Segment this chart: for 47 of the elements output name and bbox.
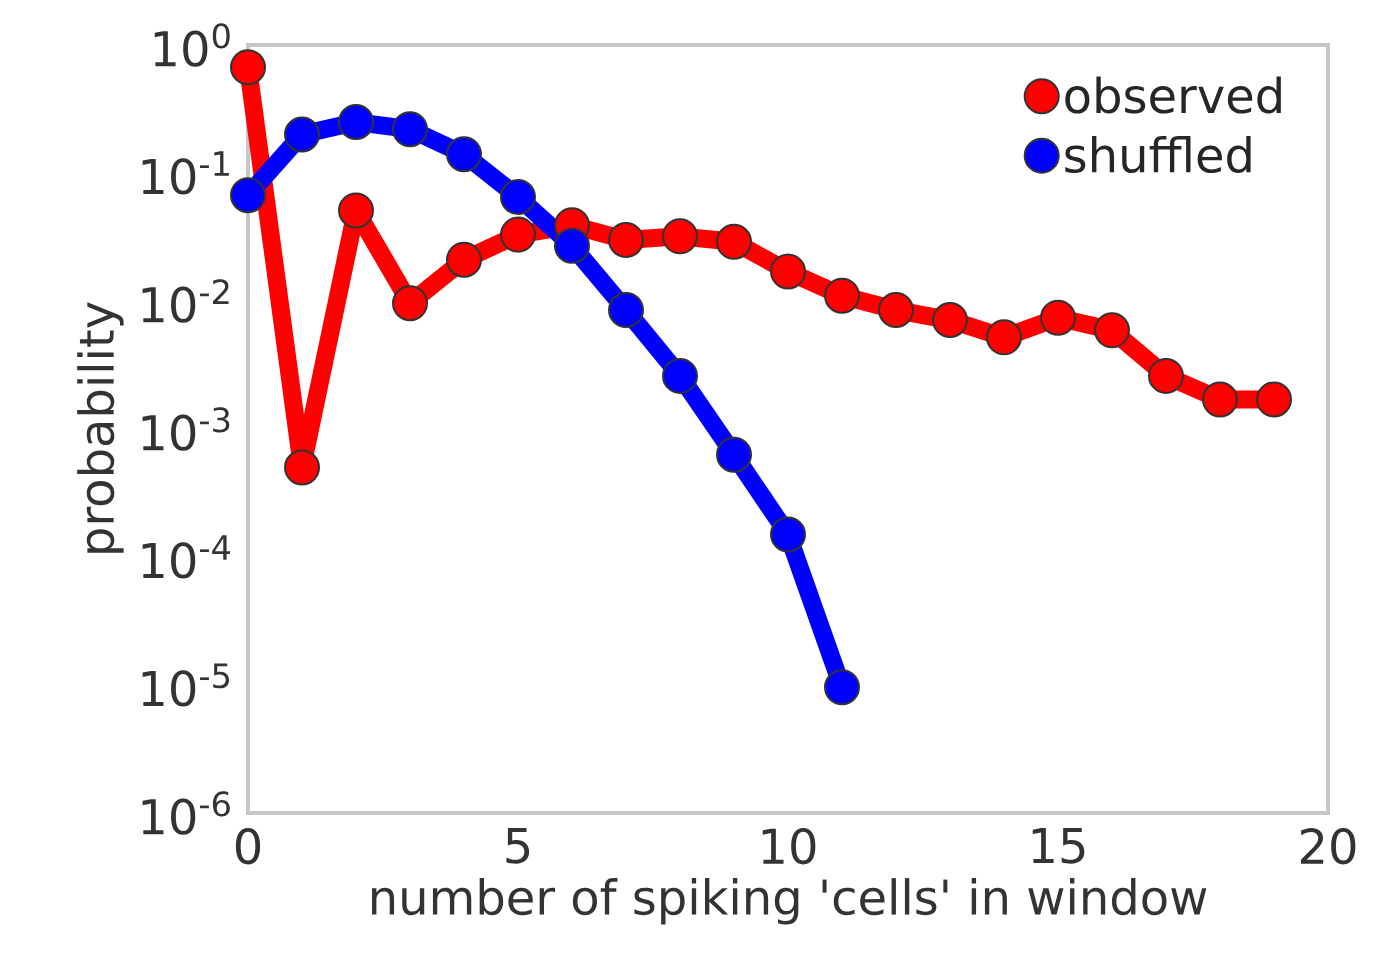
point [500, 216, 536, 253]
point [878, 292, 915, 329]
point [1094, 312, 1131, 349]
point [770, 253, 806, 290]
point [500, 178, 536, 215]
point [446, 136, 483, 173]
y-tick-label: 10$^{-2}$ [142, 279, 229, 323]
point [770, 516, 806, 553]
x-axis-title: number of spiking 'cells' in window [372, 878, 1207, 925]
legend-label: shuffled [1065, 135, 1251, 174]
point [338, 104, 374, 141]
y-tick-label: 10$^{-3}$ [142, 407, 230, 451]
y-tick-label: 10$^{-6}$ [142, 791, 230, 835]
point [662, 357, 699, 394]
point [716, 223, 752, 260]
point [716, 436, 752, 473]
y-tick-label: 10$^{0}$ [154, 23, 230, 67]
point [824, 669, 860, 706]
point [662, 218, 699, 255]
point [824, 277, 860, 314]
point [284, 449, 320, 486]
point [392, 111, 428, 148]
point [284, 116, 320, 153]
point [230, 49, 267, 86]
y-tick-label: 10$^{-5}$ [142, 663, 230, 707]
point [1256, 381, 1293, 418]
point [446, 241, 483, 278]
point [932, 302, 968, 339]
point [1202, 381, 1238, 418]
point [554, 227, 590, 264]
y-tick-label: 10$^{-1}$ [142, 151, 229, 195]
legend-label: observed [1065, 76, 1281, 114]
point [608, 221, 644, 258]
x-tick-label: 10 [762, 828, 816, 865]
x-tick-label: 15 [1032, 828, 1085, 864]
x-tick-label: 5 [506, 828, 530, 864]
point [392, 285, 428, 322]
point [1148, 357, 1184, 394]
point [608, 292, 644, 329]
x-tick-label: 0 [235, 828, 261, 865]
x-tick-label: 20 [1300, 828, 1356, 865]
point [230, 177, 267, 214]
point [338, 192, 374, 229]
y-tick-label: 10$^{-4}$ [142, 535, 231, 579]
point [1040, 299, 1076, 336]
point [986, 319, 1022, 356]
y-axis-title: probability [77, 302, 124, 553]
